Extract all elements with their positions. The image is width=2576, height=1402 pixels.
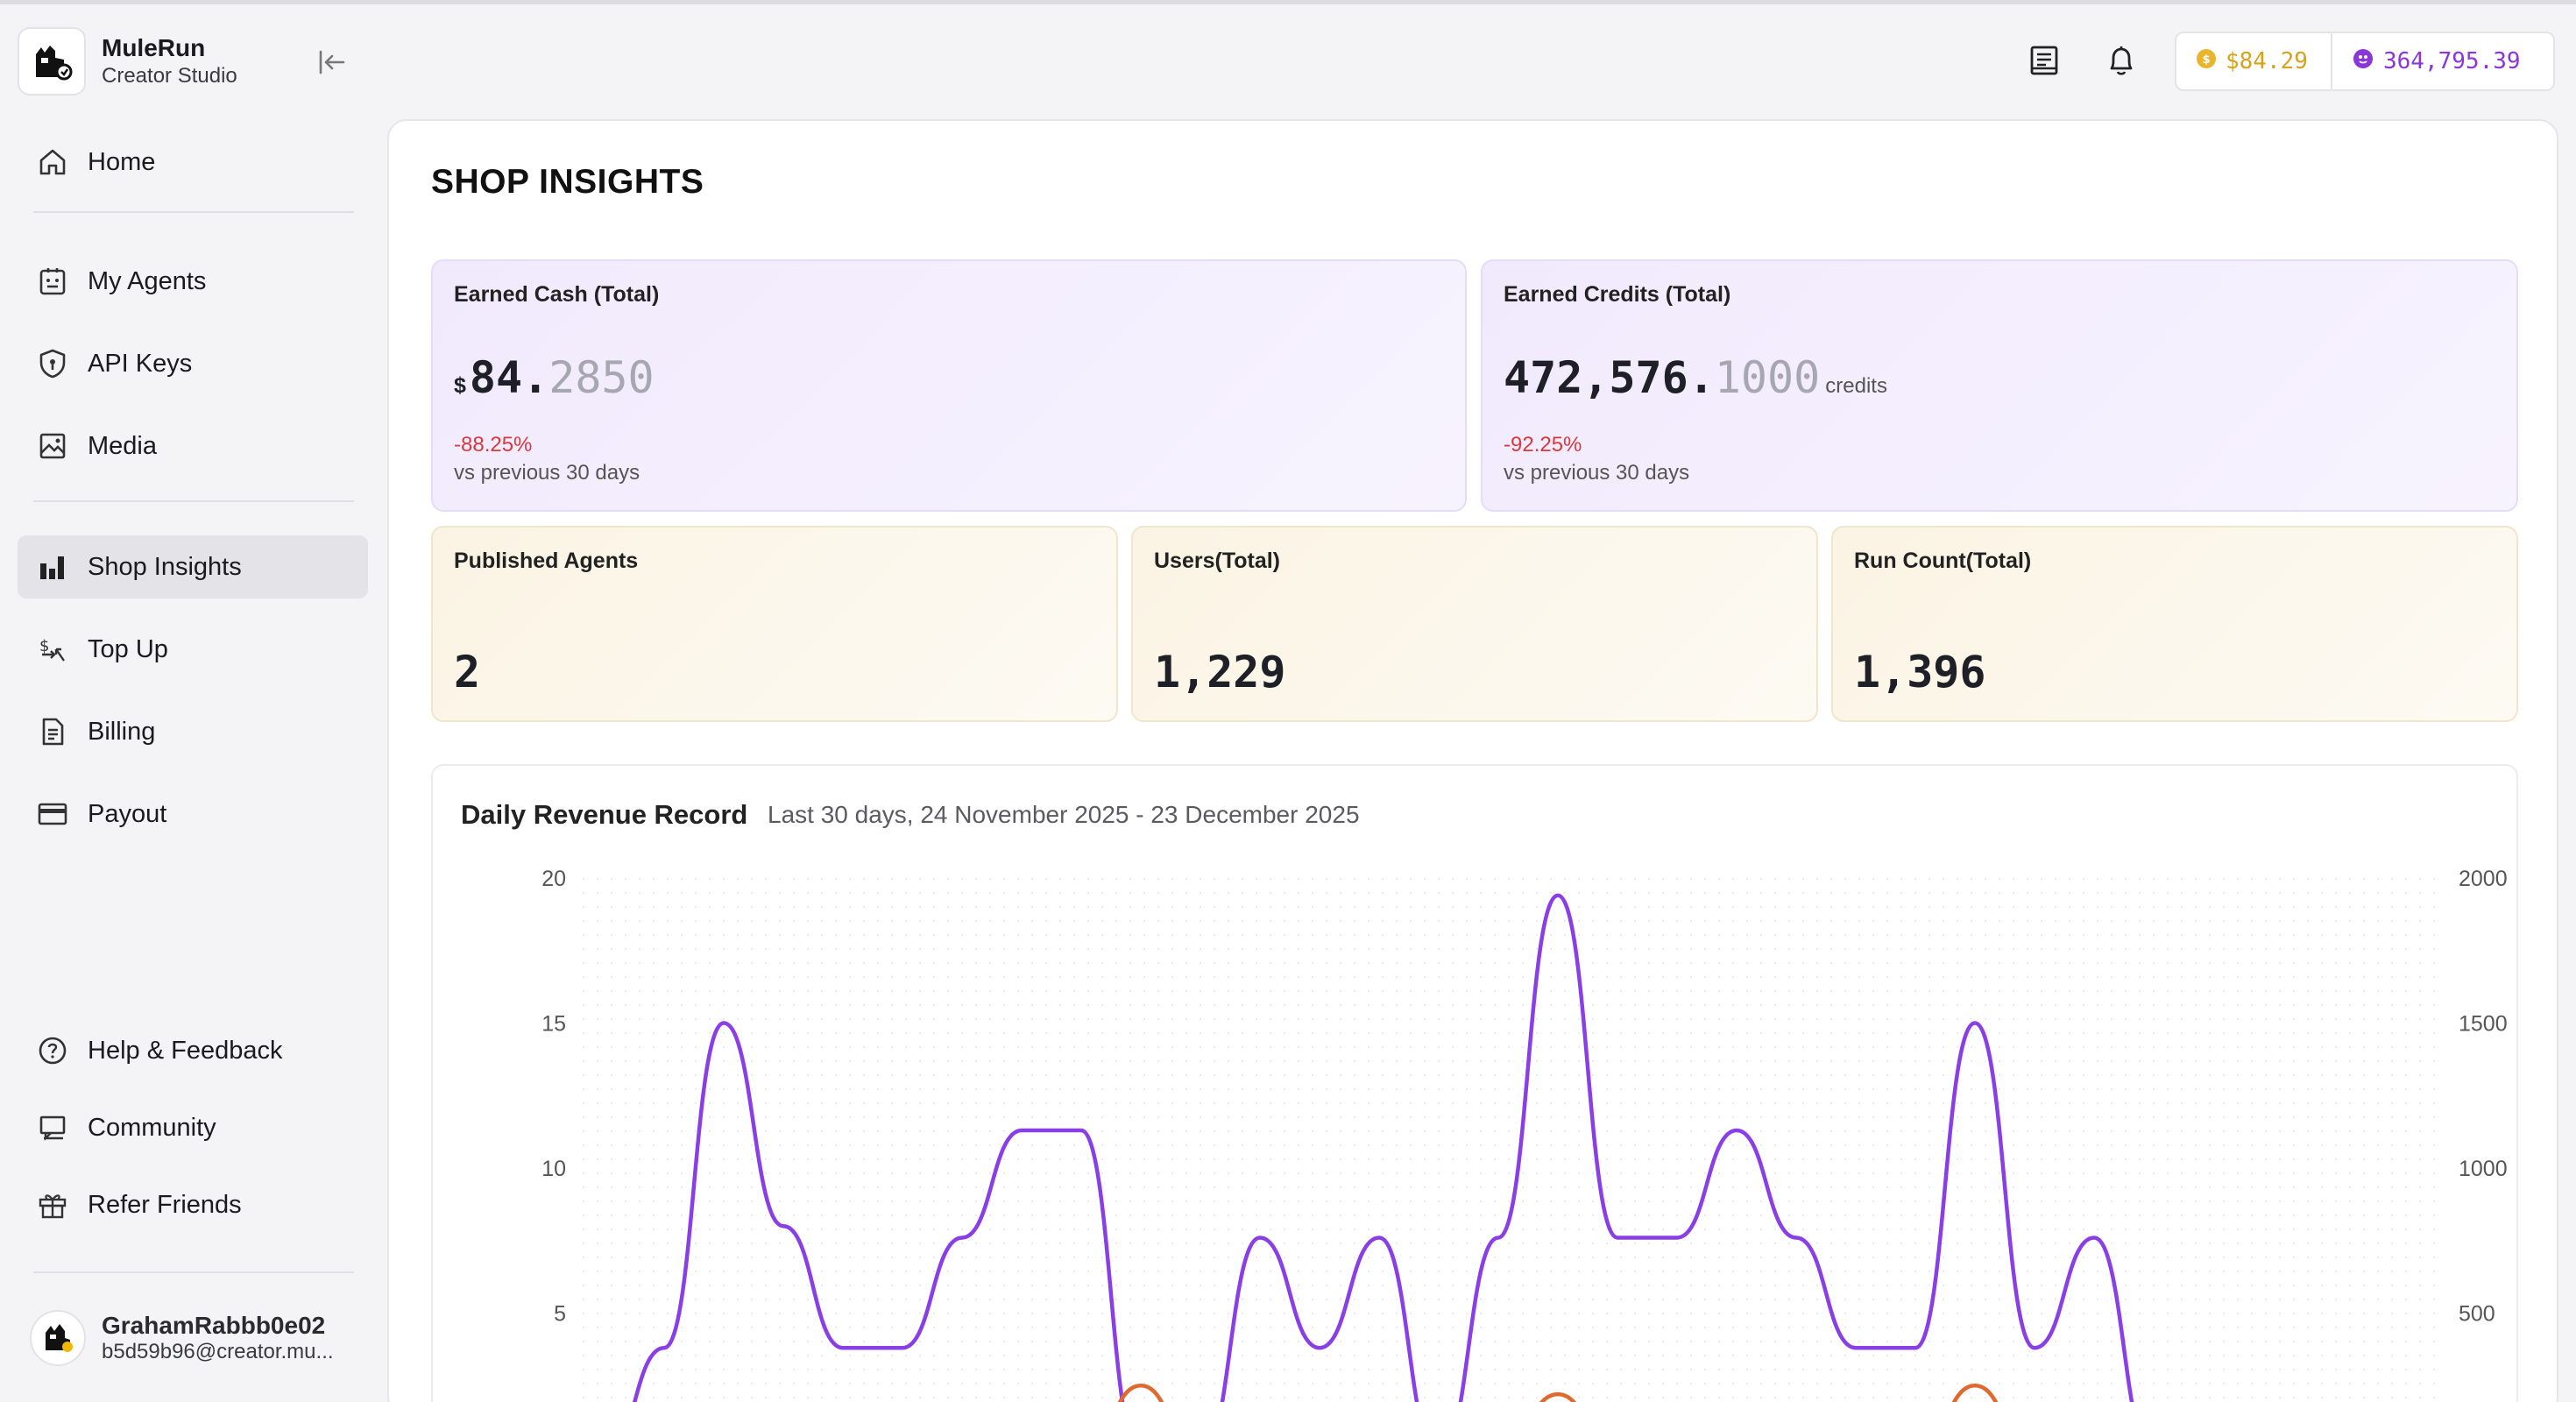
bell-icon[interactable] xyxy=(2101,40,2141,81)
sidebar: MuleRun Creator Studio Home My Agents AP… xyxy=(0,4,386,1402)
sidebar-item-label: API Keys xyxy=(88,349,193,378)
sidebar-item-label: Shop Insights xyxy=(88,552,242,581)
card-title: Users(Total) xyxy=(1154,549,1281,573)
sidebar-item-label: Media xyxy=(88,431,157,460)
sidebar-divider xyxy=(33,500,354,502)
y-left-tick-label: 10 xyxy=(541,1157,566,1181)
y-left-tick-label: 15 xyxy=(541,1012,566,1037)
gift-icon xyxy=(35,1187,70,1222)
earned-credits-value: 472,576.1000 credits xyxy=(1504,352,1887,403)
brand[interactable]: MuleRun Creator Studio xyxy=(18,27,237,96)
collapse-sidebar-icon[interactable] xyxy=(312,43,350,81)
users-card: Users(Total) 1,229 xyxy=(1131,526,1818,722)
chat-icon xyxy=(35,1110,70,1145)
image-icon xyxy=(35,428,70,464)
published-agents-card: Published Agents 2 xyxy=(431,526,1118,722)
y-left-tick-label: 5 xyxy=(554,1302,566,1327)
sidebar-divider xyxy=(33,1271,354,1273)
y-right-tick-label: 1000 xyxy=(2459,1157,2508,1181)
exchange-icon: $ xyxy=(35,632,70,667)
document-icon xyxy=(35,714,70,749)
agents-icon xyxy=(35,264,70,299)
sidebar-item-payout[interactable]: Payout xyxy=(18,782,368,846)
run-count-card: Run Count(Total) 1,396 xyxy=(1831,526,2518,722)
sidebar-item-refer-friends[interactable]: Refer Friends xyxy=(18,1173,368,1236)
sidebar-item-label: Payout xyxy=(88,799,167,828)
avatar xyxy=(30,1310,86,1366)
earned-cash-value: $84.2850 xyxy=(454,352,655,403)
bar-chart-icon xyxy=(35,549,70,584)
earned-credits-card: Earned Credits (Total) 472,576.1000 credi… xyxy=(1481,259,2518,512)
cash-balance[interactable]: $ $84.29 xyxy=(2176,33,2332,89)
comparison-label: vs previous 30 days xyxy=(454,461,640,485)
sidebar-divider xyxy=(33,211,354,213)
mulerun-logo xyxy=(18,27,86,96)
balance-widget: $ $84.29 364,795.39 xyxy=(2175,32,2555,91)
sidebar-item-billing[interactable]: Billing xyxy=(18,700,368,763)
sidebar-item-label: Home xyxy=(88,147,156,176)
user-profile[interactable]: GrahamRabbb0e02 b5d59b96@creator.mu... xyxy=(30,1310,334,1366)
card-title: Published Agents xyxy=(454,549,639,573)
sidebar-item-home[interactable]: Home xyxy=(18,131,368,194)
y-right-tick-label: 500 xyxy=(2459,1302,2495,1327)
comparison-label: vs previous 30 days xyxy=(1504,461,1690,485)
daily-revenue-chart-card: Daily Revenue Record Last 30 days, 24 No… xyxy=(431,764,2518,1402)
app-subtitle: Creator Studio xyxy=(102,64,237,88)
app-name: MuleRun xyxy=(102,34,206,61)
chart-title: Daily Revenue Record xyxy=(461,799,748,830)
card-title: Run Count(Total) xyxy=(1854,549,2032,573)
cash-balance-value: $84.29 xyxy=(2226,48,2308,74)
credit-balance-value: 364,795.39 xyxy=(2383,48,2521,74)
sidebar-item-label: My Agents xyxy=(88,266,207,295)
sidebar-item-api-keys[interactable]: API Keys xyxy=(18,332,368,395)
credit-card-icon xyxy=(35,797,70,832)
home-icon xyxy=(35,145,70,180)
y-right-tick-label: 2000 xyxy=(2459,867,2508,891)
sidebar-item-label: Help & Feedback xyxy=(88,1036,283,1065)
user-name: GrahamRabbb0e02 xyxy=(102,1312,326,1339)
sidebar-item-shop-insights[interactable]: Shop Insights xyxy=(18,535,368,598)
y-left-tick-label: 20 xyxy=(541,867,566,891)
credit-balance[interactable]: 364,795.39 xyxy=(2332,33,2535,89)
sidebar-item-top-up[interactable]: $ Top Up xyxy=(18,618,368,681)
change-percent: -92.25% xyxy=(1504,433,1582,457)
card-title: Earned Cash (Total) xyxy=(454,282,660,307)
sidebar-item-label: Billing xyxy=(88,717,156,746)
sidebar-item-community[interactable]: Community xyxy=(18,1096,368,1159)
svg-text:$: $ xyxy=(2202,53,2210,67)
main-panel: SHOP INSIGHTS Earned Cash (Total) $84.28… xyxy=(387,119,2558,1402)
sidebar-item-label: Community xyxy=(88,1113,216,1142)
shield-icon xyxy=(35,346,70,381)
users-value: 1,229 xyxy=(1154,647,1286,697)
user-email: b5d59b96@creator.mu... xyxy=(102,1340,334,1363)
run-count-value: 1,396 xyxy=(1854,647,1986,697)
earned-cash-card: Earned Cash (Total) $84.2850 -88.25% vs … xyxy=(431,259,1467,512)
card-title: Earned Credits (Total) xyxy=(1504,282,1731,307)
change-percent: -88.25% xyxy=(454,433,533,457)
credits-coin-icon xyxy=(2352,47,2374,76)
chart-grid xyxy=(583,878,2435,1402)
top-border xyxy=(0,0,2576,4)
cash-coin-icon: $ xyxy=(2196,48,2217,75)
y-right-tick-label: 1500 xyxy=(2459,1012,2508,1037)
credits-revenue-line xyxy=(632,893,2134,1402)
chart-subtitle: Last 30 days, 24 November 2025 - 23 Dece… xyxy=(768,801,1360,828)
help-icon xyxy=(35,1033,70,1068)
sidebar-item-media[interactable]: Media xyxy=(18,414,368,478)
cash-revenue-line xyxy=(1117,1384,1999,1402)
sidebar-item-my-agents[interactable]: My Agents xyxy=(18,250,368,313)
revenue-chart: 201510502000150010005000 xyxy=(541,867,2508,1402)
sidebar-item-label: Refer Friends xyxy=(88,1190,242,1219)
sidebar-item-help-feedback[interactable]: Help & Feedback xyxy=(18,1019,368,1082)
docs-icon[interactable] xyxy=(2024,40,2064,81)
page-title: SHOP INSIGHTS xyxy=(431,163,704,201)
svg-text:$: $ xyxy=(39,637,49,655)
published-agents-value: 2 xyxy=(454,647,481,697)
sidebar-item-label: Top Up xyxy=(88,634,168,663)
